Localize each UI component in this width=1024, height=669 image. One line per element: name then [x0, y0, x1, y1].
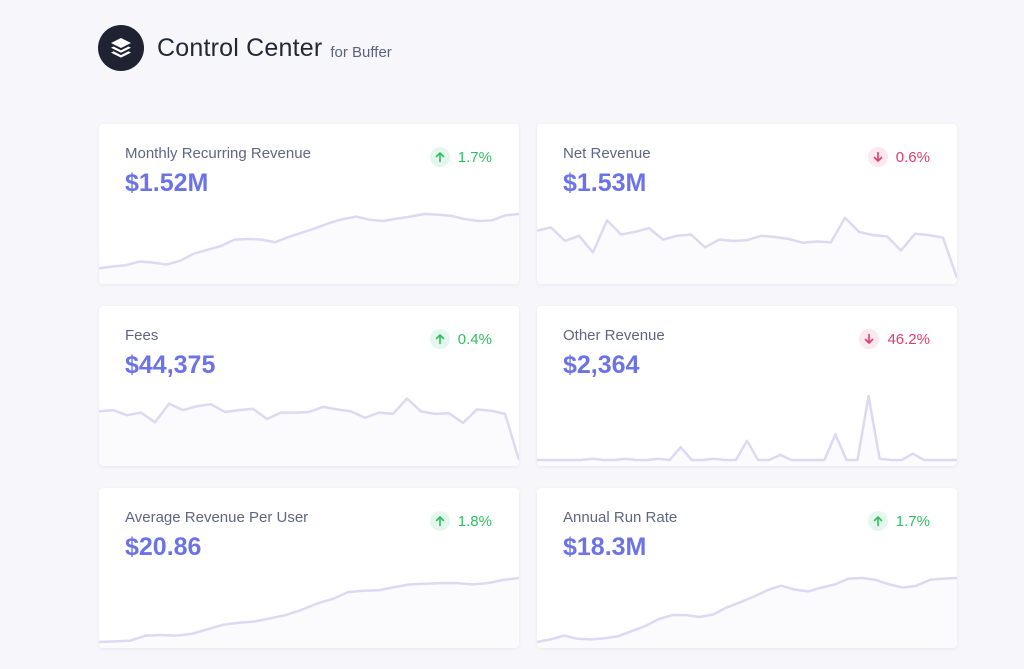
change-percent: 1.7%: [457, 148, 492, 166]
page-title: Control Center: [157, 33, 323, 62]
arrow-down-icon: [859, 329, 880, 349]
arrow-up-icon: [867, 511, 888, 531]
sparkline-area: [537, 578, 957, 648]
change-badge: 0.6%: [867, 147, 930, 167]
metric-title: Monthly Recurring Revenue: [125, 145, 311, 162]
change-percent: 0.6%: [895, 148, 930, 166]
sparkline-chart: [537, 216, 957, 284]
metric-title: Fees: [125, 327, 159, 344]
sparkline-line: [99, 397, 519, 461]
metric-card-other-revenue[interactable]: Other Revenue $2,364 46.2%: [537, 306, 957, 466]
metric-title: Other Revenue: [563, 327, 665, 344]
arrow-up-icon: [429, 511, 450, 531]
metric-title: Net Revenue: [563, 145, 651, 162]
sparkline-area: [537, 217, 957, 284]
sparkline-line: [537, 216, 957, 279]
sparkline-chart: [537, 576, 957, 648]
sparkline-line: [99, 212, 519, 270]
sparkline-chart: [99, 576, 519, 648]
metric-title: Annual Run Rate: [563, 509, 678, 526]
sparkline-area: [99, 214, 519, 284]
metric-title: Average Revenue Per User: [125, 509, 309, 526]
metric-card-monthly-recurring-revenue[interactable]: Monthly Recurring Revenue $1.52M 1.7%: [99, 124, 519, 284]
sparkline-area: [537, 396, 957, 466]
change-percent: 1.8%: [457, 512, 492, 530]
metric-value: $1.53M: [563, 169, 647, 197]
sparkline-area: [99, 398, 519, 466]
change-percent: 46.2%: [887, 330, 930, 348]
metric-value: $2,364: [563, 351, 640, 379]
change-badge: 0.4%: [429, 329, 492, 349]
metric-card-annual-run-rate[interactable]: Annual Run Rate $18.3M 1.7%: [537, 488, 957, 648]
arrow-up-icon: [429, 329, 450, 349]
sparkline-line: [99, 576, 519, 644]
page-subtitle: for Buffer: [330, 43, 392, 61]
metric-value: $44,375: [125, 351, 216, 379]
change-badge: 46.2%: [859, 329, 930, 349]
change-badge: 1.7%: [867, 511, 930, 531]
metric-card-average-revenue-per-user[interactable]: Average Revenue Per User $20.86 1.8%: [99, 488, 519, 648]
metric-card-fees[interactable]: Fees $44,375 0.4%: [99, 306, 519, 466]
change-badge: 1.8%: [429, 511, 492, 531]
sparkline-chart: [99, 212, 519, 284]
metric-card-net-revenue[interactable]: Net Revenue $1.53M 0.6%: [537, 124, 957, 284]
sparkline-line: [537, 394, 957, 462]
arrow-down-icon: [867, 147, 888, 167]
metric-value: $1.52M: [125, 169, 209, 197]
change-percent: 0.4%: [457, 330, 492, 348]
sparkline-line: [537, 576, 957, 644]
metric-value: $20.86: [125, 533, 202, 561]
sparkline-chart: [99, 397, 519, 466]
sparkline-chart: [537, 394, 957, 466]
sparkline-area: [99, 578, 519, 648]
change-percent: 1.7%: [895, 512, 930, 530]
app-header: Control Center for Buffer: [98, 25, 392, 71]
buffer-stack-icon[interactable]: [98, 25, 144, 71]
metric-value: $18.3M: [563, 533, 647, 561]
change-badge: 1.7%: [429, 147, 492, 167]
arrow-up-icon: [429, 147, 450, 167]
